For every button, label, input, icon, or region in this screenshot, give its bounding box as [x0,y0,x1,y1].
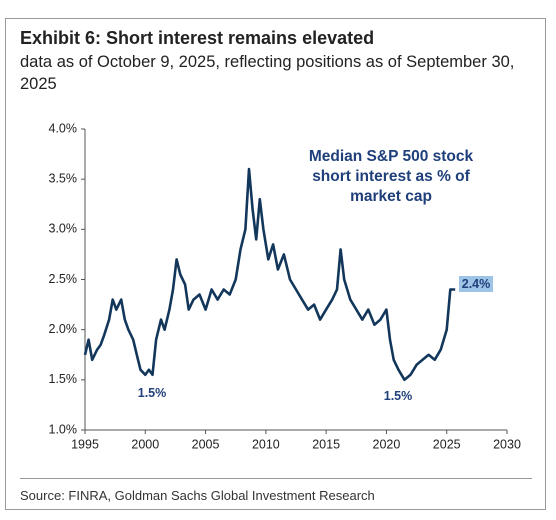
data-line [83,167,456,382]
y-tick-label: 4.0% [49,121,78,135]
y-tick-label: 3.5% [49,171,78,185]
frame [5,18,546,510]
x-tick-label: 2000 [131,437,159,451]
x-tick-label: 2010 [252,437,280,451]
y-tick-label: 1.0% [49,422,78,436]
x-tick-label: 2005 [192,437,220,451]
low-label: 1.5% [137,386,167,400]
y-tick-label: 1.5% [49,372,78,386]
series-note: Median S&P 500 stock short interest as %… [308,148,474,205]
x-tick-label: 2020 [373,437,401,451]
x-tick-label: 2030 [493,437,521,451]
divider [20,478,532,479]
x-tick-label: 2015 [312,437,340,451]
y-tick-label: 2.0% [49,322,78,336]
y-tick-label: 3.0% [49,222,78,236]
chart-subtitle: data as of October 9, 2025, reflecting p… [20,53,515,93]
y-tick-label: 2.5% [49,272,78,286]
low-label: 1.5% [383,389,413,403]
chart-title: Exhibit 6: Short interest remains elevat… [20,28,375,48]
source-note: Source: FINRA, Goldman Sachs Global Inve… [20,488,375,503]
x-tick-label: 1995 [71,437,99,451]
end-value-label: 2.4% [459,276,493,292]
x-tick-label: 2025 [433,437,461,451]
